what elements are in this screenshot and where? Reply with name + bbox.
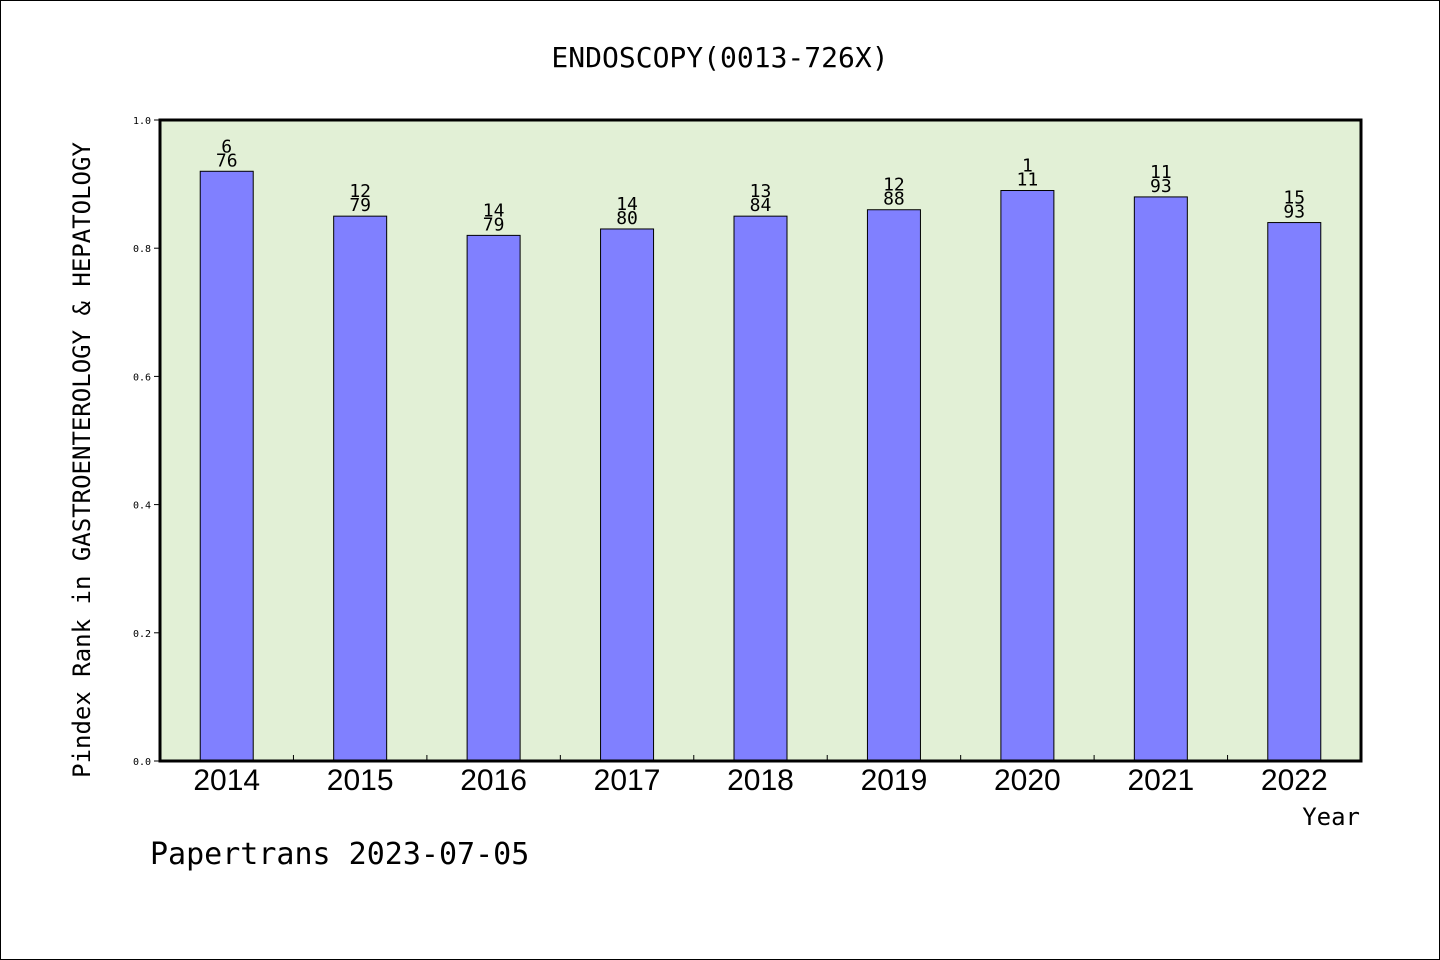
x-tick-label: 2019	[861, 764, 928, 797]
x-tick-label: 2021	[1127, 764, 1194, 797]
bar-2022	[1267, 222, 1322, 762]
x-tick-label: 2018	[727, 764, 794, 797]
x-tick-label: 2017	[594, 764, 661, 797]
bar-2018	[733, 215, 788, 762]
bar-total-label: 11	[1017, 170, 1039, 191]
credit-text: Papertrans 2023-07-05	[150, 837, 529, 872]
bar-rank-label: 12	[883, 175, 905, 196]
bar-rank-label: 11	[1150, 162, 1172, 183]
bar-2016	[466, 234, 521, 762]
bar-rank-label: 14	[483, 200, 505, 221]
y-axis: 0.0 0.2 0.4 0.6 0.8 1.0	[133, 116, 160, 768]
y-tick-label: 0.4	[133, 501, 151, 512]
x-tick-label: 2020	[994, 764, 1061, 797]
bar-2020	[1000, 190, 1055, 762]
bar-total-label: 80	[616, 208, 638, 229]
bar-2019	[866, 209, 921, 762]
bar-total-label: 88	[883, 189, 905, 210]
y-axis-label: Pindex Rank in GASTROENTEROLOGY & HEPATO…	[68, 142, 96, 778]
bar-rank-label: 6	[221, 136, 232, 157]
bars	[199, 170, 1322, 762]
bar-2014	[199, 170, 254, 762]
bar-rank-label: 1	[1022, 156, 1033, 177]
bar-rank-label: 12	[349, 181, 371, 202]
y-tick-label: 0.2	[133, 629, 151, 640]
bar-rank-label: 14	[616, 194, 638, 215]
bar-total-label: 79	[483, 214, 505, 235]
y-tick-label: 0.0	[133, 757, 151, 768]
x-tick-label: 2022	[1261, 764, 1328, 797]
chart-title: ENDOSCOPY(0013-726X)	[551, 41, 888, 74]
bar-total-label: 84	[750, 195, 772, 216]
bar-total-label: 93	[1283, 202, 1305, 223]
y-tick-label: 0.8	[133, 244, 151, 255]
x-axis: 2014 2015 2016 2017 2018 2019 2020 2021 2022	[193, 755, 1328, 797]
x-tick-label: 2015	[327, 764, 394, 797]
bar-total-label: 76	[216, 150, 238, 171]
bar-total-label: 93	[1150, 176, 1172, 197]
bar-rank-label: 13	[750, 181, 772, 202]
y-tick-label: 1.0	[133, 116, 151, 127]
plot-border	[158, 118, 1363, 763]
x-tick-label: 2016	[460, 764, 527, 797]
x-axis-label: Year	[1302, 803, 1360, 831]
bar-2017	[600, 228, 655, 762]
y-tick-label: 0.6	[133, 372, 151, 383]
bar-2021	[1133, 196, 1188, 762]
bar-rank-label: 15	[1283, 188, 1305, 209]
bar-2015	[333, 215, 388, 762]
x-tick-label: 2014	[193, 764, 260, 797]
bar-total-label: 79	[349, 195, 371, 216]
